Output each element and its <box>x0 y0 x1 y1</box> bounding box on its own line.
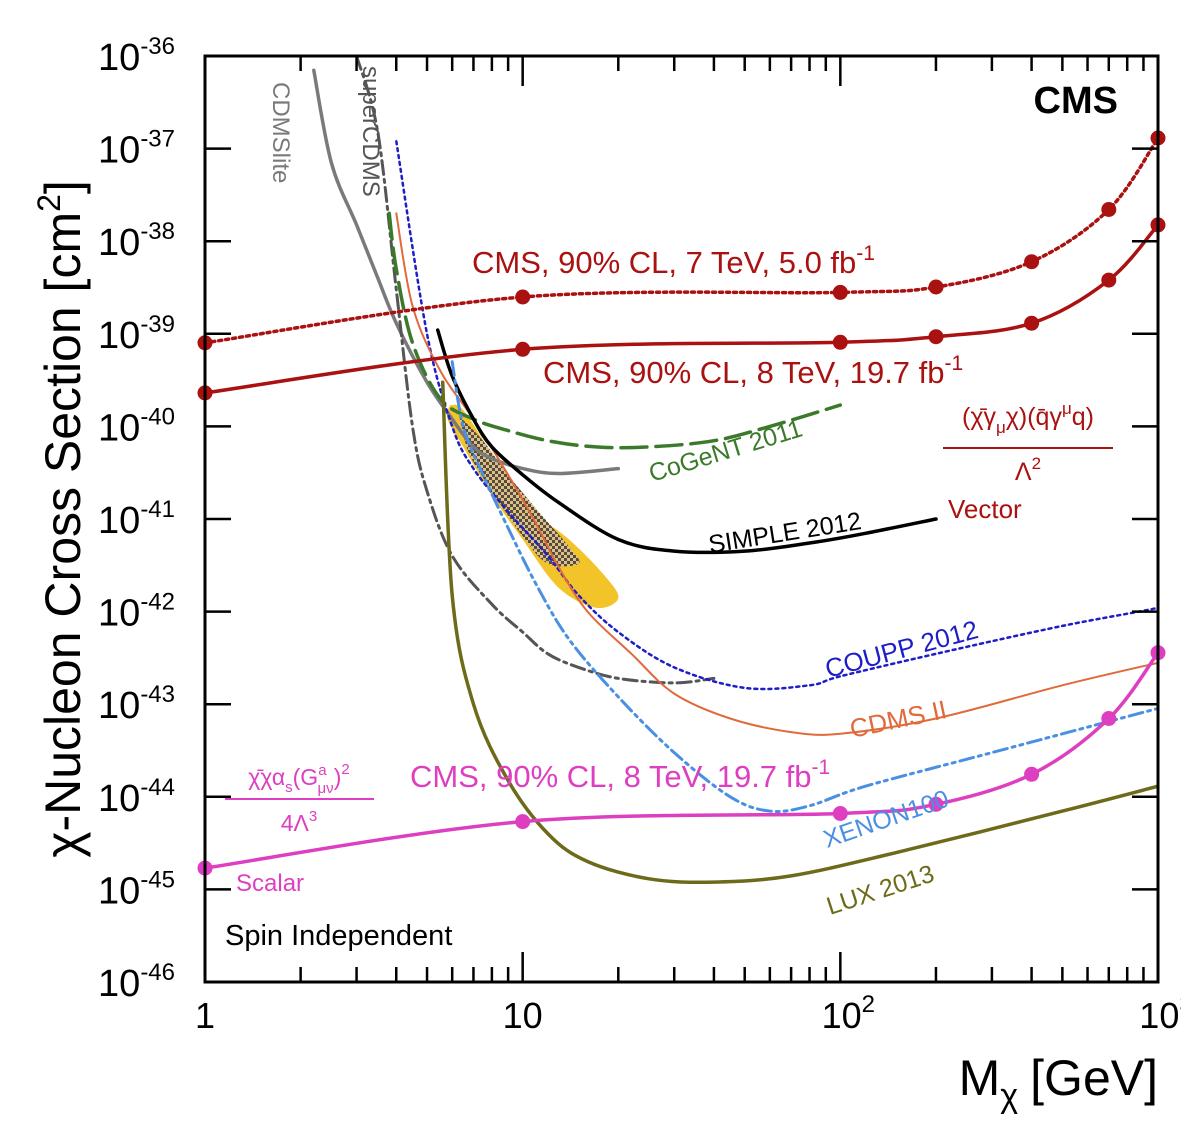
curve-xenon100 <box>450 360 1158 813</box>
scalar-operator-denominator: 4Λ3 <box>281 808 318 836</box>
x-tick-label: 103 <box>1139 991 1181 1036</box>
label-vector: Vector <box>948 494 1022 524</box>
x-tick-label: 10 <box>503 995 543 1036</box>
x-tick-label: 1 <box>195 995 215 1036</box>
label-scalar: Scalar <box>236 870 304 897</box>
label-lux-2013: LUX 2013 <box>823 860 937 921</box>
y-tick-label: 10-40 <box>98 403 175 449</box>
curve-cdms-ii <box>395 212 1158 736</box>
y-tick-label: 10-41 <box>98 496 175 542</box>
scalar-operator-numerator: χ̄χαs(Ga μν)2 <box>248 761 349 797</box>
label-cogent-2011: CoGeNT 2011 <box>646 415 806 488</box>
label-supercdms: superCDMS <box>357 66 384 197</box>
marker-cms-8-tev-scalar <box>515 814 531 830</box>
label-spin-independent: Spin Independent <box>225 920 452 952</box>
curve-cdmslite <box>312 68 621 476</box>
y-axis-label: χ-Nucleon Cross Section [cm2] <box>31 180 91 858</box>
marker-cms-8-tev-vector <box>1024 315 1040 331</box>
marker-cms-8-tev-vector <box>928 329 944 345</box>
y-tick-label: 10-39 <box>98 311 175 357</box>
label-cms-7tev: CMS, 90% CL, 7 TeV, 5.0 fb-1 <box>472 242 875 280</box>
label-cdms-ii: CDMS II <box>847 694 949 744</box>
y-tick-label: 10-37 <box>98 126 175 172</box>
y-tick-label: 10-38 <box>98 218 175 264</box>
label-coupp-2012: COUPP 2012 <box>822 614 981 684</box>
curve-cms-8-tev-vector <box>205 223 1158 395</box>
y-tick-label: 10-44 <box>98 774 175 820</box>
marker-cms-8-tev-scalar <box>1101 711 1117 726</box>
marker-cms-8-tev-vector <box>1101 272 1117 288</box>
marker-cms-8-tev-scalar <box>928 796 944 812</box>
curve-cms-7-tev-vector <box>205 136 1158 345</box>
marker-cms-8-tev-scalar <box>832 806 848 821</box>
curve-coupp-2012 <box>395 140 1158 691</box>
x-tick-label: 102 <box>822 991 875 1036</box>
curve-cogent-2011-limit <box>387 211 843 450</box>
marker-cms-7-tev-vector <box>515 289 531 305</box>
y-tick-label: 10-43 <box>98 681 175 727</box>
marker-cms-7-tev-vector <box>928 279 944 295</box>
y-tick-label: 10-46 <box>98 959 175 1005</box>
curve-simple-2012 <box>435 328 938 555</box>
label-cms-8tev-scalar: CMS, 90% CL, 8 TeV, 19.7 fb-1 <box>410 756 830 794</box>
label-cms-8tev-vector: CMS, 90% CL, 8 TeV, 19.7 fb-1 <box>543 352 963 390</box>
marker-cms-7-tev-vector <box>832 284 848 300</box>
marker-cms-7-tev-vector <box>1024 254 1040 270</box>
vector-operator-numerator: (χ̄γμχ)(q̄γμq) <box>962 399 1094 437</box>
y-tick-label: 10-42 <box>98 589 175 635</box>
curve-cms-8-tev-scalar <box>205 650 1158 870</box>
marker-cms-8-tev-vector <box>515 341 531 357</box>
marker-cms-8-tev-vector <box>832 334 848 350</box>
marker-cms-8-tev-scalar <box>1024 766 1040 782</box>
region-cogent-2011-hatched-region <box>458 415 580 567</box>
y-tick-label: 10-45 <box>98 866 175 912</box>
x-axis-label: Mχ [GeV] <box>959 1050 1158 1115</box>
curve-lux-2013 <box>440 380 1158 885</box>
marker-cms-7-tev-vector <box>1101 202 1117 217</box>
cms-logo-label: CMS <box>1034 80 1118 122</box>
vector-operator-denominator: Λ2 <box>1015 454 1041 486</box>
label-cdmslite: CDMSlite <box>267 82 294 183</box>
y-tick-label: 10-36 <box>98 33 175 79</box>
label-simple-2012: SIMPLE 2012 <box>707 507 864 559</box>
